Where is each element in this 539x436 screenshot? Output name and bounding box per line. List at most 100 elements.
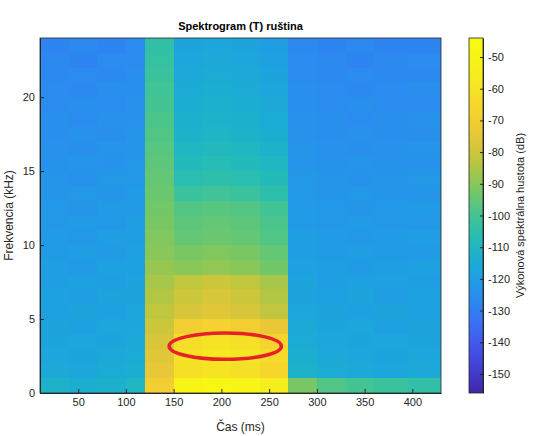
cell (317, 53, 346, 68)
cell (202, 245, 231, 260)
cell (374, 245, 407, 260)
cell (40, 304, 69, 319)
cell (174, 142, 203, 157)
tick-label: -60 (488, 83, 504, 95)
tick: 15 (23, 165, 44, 177)
cell (126, 142, 145, 157)
cell (174, 127, 203, 142)
tick: 10 (23, 239, 44, 251)
cell (97, 38, 126, 53)
cell (231, 142, 260, 157)
cell (260, 319, 289, 334)
cell (408, 260, 441, 275)
tick-label: 20 (23, 91, 35, 103)
chart: 5010015020025030035040005101520Spektrogr… (0, 0, 539, 436)
cell (317, 349, 346, 364)
tick: 200 (213, 389, 231, 408)
cell (288, 53, 317, 68)
cell (260, 201, 289, 216)
cell (174, 363, 203, 378)
cell (40, 289, 69, 304)
cell (231, 127, 260, 142)
cell (145, 186, 174, 201)
cell (97, 68, 126, 83)
cell (145, 275, 174, 290)
tick: -60 (480, 83, 504, 95)
cell (202, 304, 231, 319)
x-axis: 50100150200250300350400 (41, 389, 442, 408)
tick-mark (174, 389, 175, 393)
cell (374, 68, 407, 83)
cell (126, 304, 145, 319)
cell (69, 275, 98, 290)
cell (317, 171, 346, 186)
cell (126, 186, 145, 201)
cell (97, 363, 126, 378)
cell (145, 216, 174, 231)
cell (374, 142, 407, 157)
x-axis-title: Čas (ms) (216, 419, 265, 434)
cell (288, 275, 317, 290)
tick-label: -120 (488, 273, 510, 285)
cell (374, 230, 407, 245)
tick: -120 (480, 273, 510, 285)
tick-mark (221, 389, 222, 393)
cell (202, 289, 231, 304)
cell (97, 378, 126, 393)
tick-mark (480, 342, 483, 343)
cell (97, 156, 126, 171)
cell (260, 363, 289, 378)
cell (288, 216, 317, 231)
cell (408, 349, 441, 364)
cell (317, 201, 346, 216)
cell (231, 156, 260, 171)
cell (408, 97, 441, 112)
cell (97, 142, 126, 157)
cell (374, 260, 407, 275)
cell (69, 127, 98, 142)
cell (40, 378, 69, 393)
cell (202, 97, 231, 112)
cell (97, 334, 126, 349)
cell (374, 275, 407, 290)
cell (260, 230, 289, 245)
cell (288, 245, 317, 260)
cell (69, 201, 98, 216)
cell (231, 230, 260, 245)
cell (69, 53, 98, 68)
cell (231, 112, 260, 127)
tick: -130 (480, 305, 510, 317)
tick-label: -100 (488, 210, 510, 222)
cell (126, 127, 145, 142)
tick-label: 200 (213, 396, 231, 408)
cell (374, 378, 407, 393)
cell (231, 216, 260, 231)
cell (317, 156, 346, 171)
tick-label: 0 (29, 387, 35, 399)
cell (202, 171, 231, 186)
cell (145, 260, 174, 275)
cell (40, 97, 69, 112)
tick-label: 100 (117, 396, 135, 408)
cell (260, 97, 289, 112)
cell (260, 289, 289, 304)
cell (374, 216, 407, 231)
cell (69, 245, 98, 260)
cell (260, 68, 289, 83)
cell (408, 216, 441, 231)
cell (231, 245, 260, 260)
cell (97, 112, 126, 127)
cell (126, 201, 145, 216)
cell (145, 363, 174, 378)
cell (202, 334, 231, 349)
cell (288, 112, 317, 127)
cell (174, 186, 203, 201)
cell (174, 304, 203, 319)
cell (346, 230, 375, 245)
cell (174, 230, 203, 245)
tick: 20 (23, 91, 44, 103)
y-axis: 05101520 (23, 39, 44, 400)
tick-label: -150 (488, 368, 510, 380)
cell (317, 304, 346, 319)
cell (346, 112, 375, 127)
